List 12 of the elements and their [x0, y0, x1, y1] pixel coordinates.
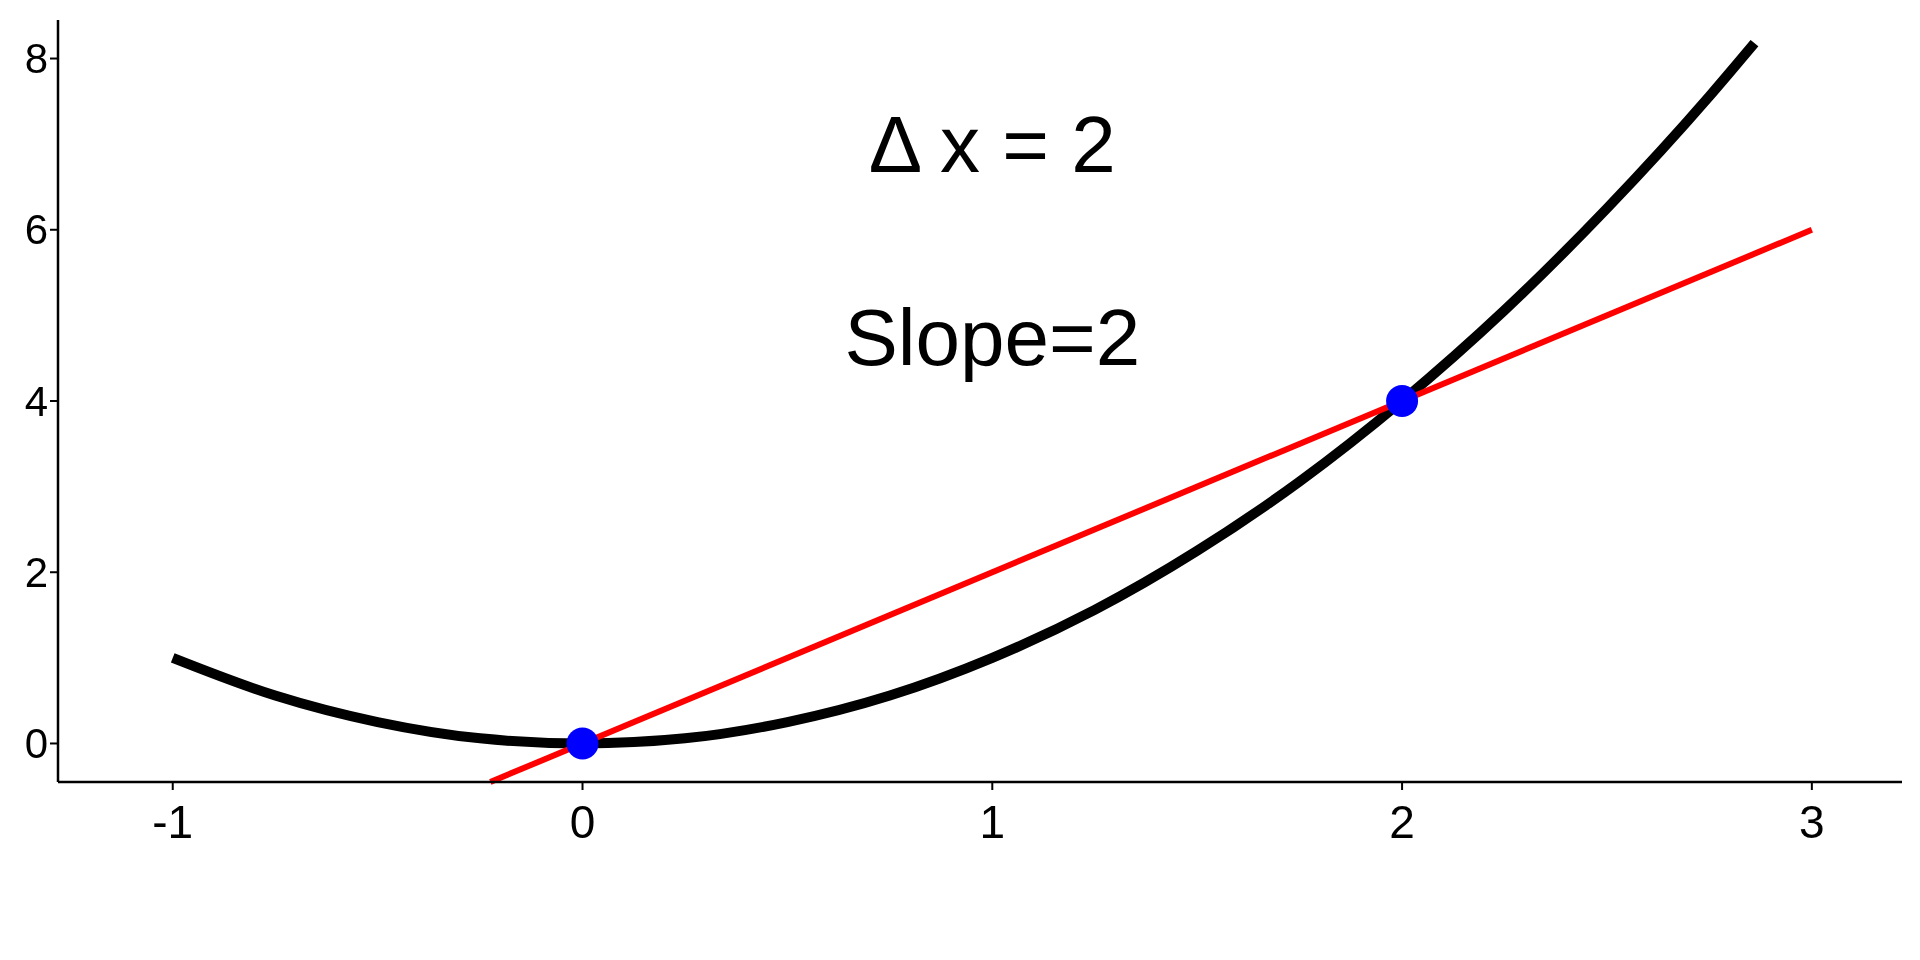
x-tick-label: -1	[152, 796, 194, 848]
x-tick-label: 3	[1799, 796, 1825, 848]
y-tick-label: 8	[24, 35, 48, 83]
annotation: Slope=2	[844, 292, 1141, 382]
y-tick-label: 0	[24, 720, 48, 768]
x-tick-label: 2	[1389, 796, 1415, 848]
x-tick-label: 0	[569, 796, 596, 848]
y-tick-label: 6	[24, 206, 48, 254]
annotation: Δ x = 2	[868, 100, 1116, 190]
y-tick-label: 4	[24, 377, 48, 425]
x-tick-label: 1	[979, 796, 1006, 848]
y-tick-label: 2	[24, 548, 48, 596]
